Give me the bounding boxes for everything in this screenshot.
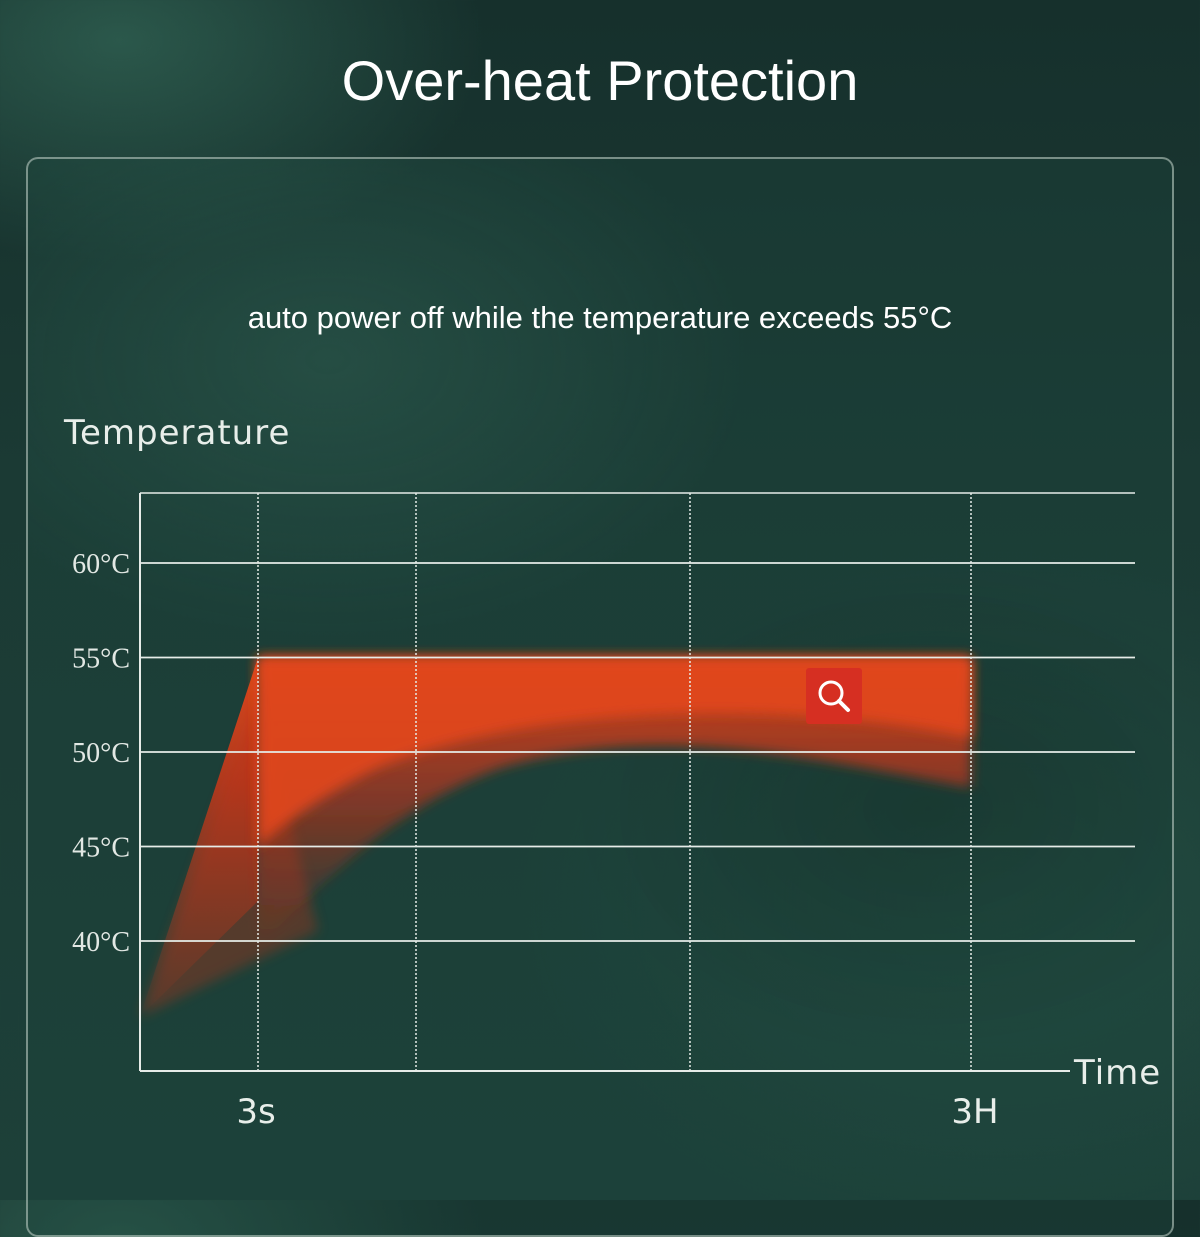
x-tick-label: 3H <box>951 1092 998 1132</box>
x-tick-label: 3s <box>236 1092 275 1132</box>
y-tick-label: 60°C <box>72 549 130 580</box>
y-tick-label: 40°C <box>72 927 130 958</box>
page-title: Over-heat Protection <box>341 49 859 112</box>
x-axis-title: Time <box>1073 1053 1161 1093</box>
magnifier-icon[interactable] <box>806 668 862 724</box>
y-axis-title: Temperature <box>63 413 290 453</box>
grid-layer <box>139 492 1135 1072</box>
y-tick-label: 55°C <box>72 644 130 675</box>
series-plateau-area <box>258 657 971 848</box>
chart-subtitle: auto power off while the temperature exc… <box>247 300 953 335</box>
y-tick-label: 45°C <box>72 833 130 864</box>
temperature-chart: 60°C 55°C 50°C 45°C 40°C 3s 3H Temperature Time <box>63 413 1161 1132</box>
y-tick-label: 50°C <box>72 738 130 769</box>
area-layer <box>140 657 971 1017</box>
label-layer: 60°C 55°C 50°C 45°C 40°C 3s 3H Temperature Time <box>63 413 1161 1132</box>
